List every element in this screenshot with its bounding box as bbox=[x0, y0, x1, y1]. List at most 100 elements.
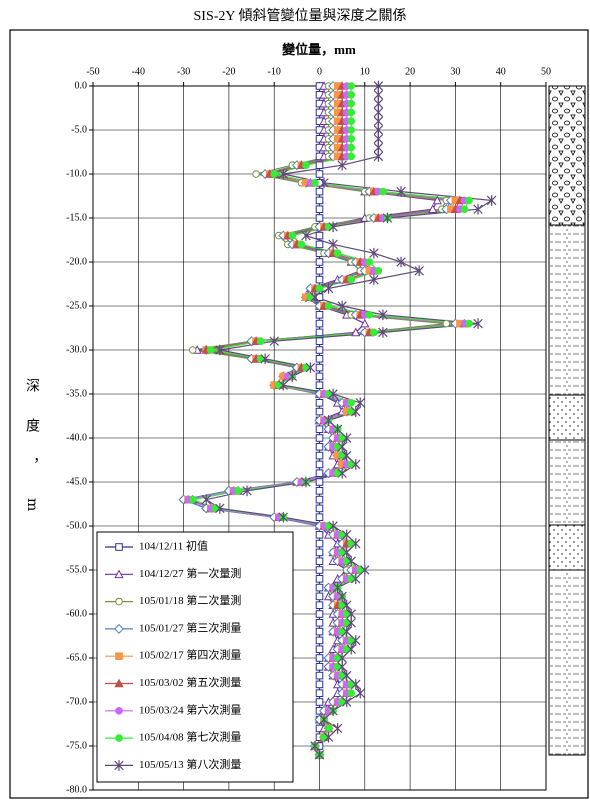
marker bbox=[442, 319, 451, 328]
marker bbox=[355, 397, 365, 409]
marker bbox=[369, 247, 379, 259]
marker bbox=[315, 548, 324, 557]
marker bbox=[315, 654, 324, 662]
marker bbox=[341, 450, 352, 461]
marker bbox=[396, 186, 406, 197]
marker bbox=[351, 327, 361, 337]
marker bbox=[315, 328, 324, 337]
marker bbox=[315, 451, 324, 460]
marker bbox=[378, 309, 388, 321]
marker bbox=[315, 231, 324, 240]
y-tick-label: -45.0 bbox=[66, 476, 87, 487]
y-tick-label: 0.0 bbox=[75, 80, 88, 91]
x-tick-label: -50 bbox=[86, 66, 99, 77]
marker bbox=[347, 99, 356, 108]
marker bbox=[315, 214, 324, 222]
marker bbox=[338, 698, 346, 706]
marker bbox=[278, 379, 288, 391]
marker bbox=[473, 318, 483, 329]
plot-area: -50 -40 -30 -20 -10 0 10 20 30 40 50 0.0 -5.0 -10.0 -1… bbox=[66, 66, 551, 795]
marker bbox=[346, 555, 356, 567]
marker bbox=[301, 476, 311, 488]
marker bbox=[342, 610, 351, 618]
marker bbox=[306, 293, 315, 302]
marker bbox=[315, 575, 324, 583]
marker bbox=[324, 302, 333, 310]
legend-label: 105/02/17 第四次測量 bbox=[139, 648, 241, 662]
marker bbox=[320, 733, 328, 742]
marker bbox=[342, 645, 351, 654]
marker bbox=[460, 205, 469, 213]
marker bbox=[114, 760, 124, 771]
marker bbox=[323, 731, 334, 743]
marker bbox=[315, 504, 324, 513]
marker bbox=[315, 372, 324, 381]
marker bbox=[347, 82, 356, 90]
y-tick-label: -70.0 bbox=[66, 696, 87, 707]
legend-label: 104/12/27 第一次量測 bbox=[139, 566, 241, 580]
marker bbox=[324, 522, 333, 530]
marker bbox=[432, 195, 442, 205]
marker bbox=[315, 566, 324, 574]
marker bbox=[315, 601, 324, 610]
marker bbox=[351, 538, 361, 549]
y-tick-label: -60.0 bbox=[66, 608, 87, 619]
legend-label: 105/01/27 第三次測量 bbox=[139, 620, 241, 634]
marker bbox=[465, 319, 473, 328]
x-tick-label: 20 bbox=[405, 66, 415, 77]
marker bbox=[315, 205, 324, 213]
marker bbox=[269, 335, 279, 347]
marker bbox=[324, 223, 333, 231]
marker bbox=[341, 626, 352, 637]
marker bbox=[347, 143, 356, 152]
marker bbox=[311, 179, 319, 187]
marker bbox=[315, 539, 324, 548]
marker bbox=[302, 161, 310, 169]
marker bbox=[315, 583, 324, 592]
y-tick-label: -40.0 bbox=[66, 432, 87, 443]
marker bbox=[315, 187, 324, 196]
marker bbox=[288, 231, 297, 240]
marker bbox=[328, 705, 338, 717]
marker bbox=[328, 388, 338, 400]
marker bbox=[115, 597, 123, 606]
marker bbox=[211, 504, 220, 513]
marker bbox=[346, 617, 356, 629]
marker bbox=[347, 275, 356, 284]
marker bbox=[278, 511, 288, 523]
marker bbox=[378, 327, 388, 338]
x-tick-label: -40 bbox=[132, 66, 145, 77]
marker bbox=[114, 678, 124, 688]
marker bbox=[278, 168, 288, 180]
legend: 104/12/11 初值 104/12/27 第一次量測 105/01/18 第二次… bbox=[96, 531, 294, 783]
marker bbox=[215, 344, 225, 356]
marker bbox=[242, 485, 252, 497]
marker bbox=[347, 680, 356, 689]
x-tick-label: 40 bbox=[496, 66, 506, 77]
marker bbox=[328, 520, 338, 532]
marker bbox=[323, 283, 334, 294]
marker bbox=[315, 592, 324, 601]
marker bbox=[315, 698, 324, 706]
marker bbox=[260, 353, 270, 365]
x-tick-label: 0 bbox=[317, 66, 322, 77]
marker bbox=[338, 434, 346, 442]
marker bbox=[374, 267, 383, 275]
marker bbox=[379, 187, 387, 196]
marker bbox=[333, 469, 342, 478]
marker bbox=[347, 91, 356, 99]
marker bbox=[188, 495, 197, 504]
y-tick-label: -75.0 bbox=[66, 740, 87, 751]
marker bbox=[346, 643, 356, 655]
marker bbox=[305, 362, 316, 373]
legend-label: 105/03/02 第五次測量 bbox=[139, 675, 241, 689]
marker bbox=[332, 582, 343, 593]
marker bbox=[315, 337, 324, 345]
marker bbox=[314, 749, 325, 761]
marker bbox=[114, 569, 124, 579]
y-tick-label: -30.0 bbox=[66, 344, 87, 355]
marker bbox=[337, 159, 347, 171]
marker bbox=[315, 170, 324, 178]
marker bbox=[365, 311, 374, 319]
marker bbox=[328, 221, 338, 233]
